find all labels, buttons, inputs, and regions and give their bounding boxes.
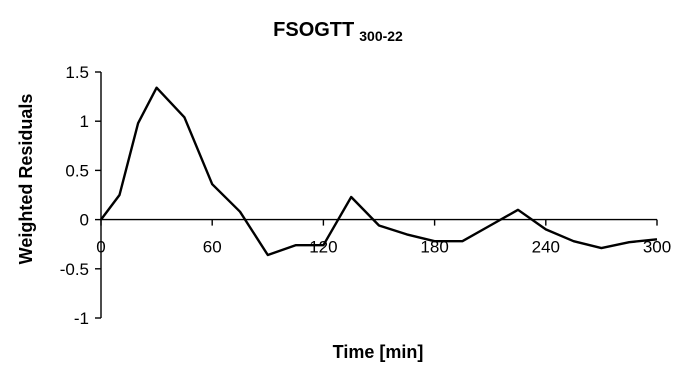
y-tick-label: -0.5	[60, 260, 89, 279]
x-tick-labels: 0 60 120 180 240 300	[96, 238, 671, 257]
series-group	[100, 86, 658, 257]
y-tick-label: 0.5	[65, 161, 89, 180]
chart-title-subscript: 300-22	[359, 28, 403, 44]
y-tick-label: 0	[80, 211, 89, 230]
series-line	[100, 86, 658, 257]
x-tick-label: 60	[203, 238, 222, 257]
y-axis-label: Weighted Residuals	[16, 94, 36, 265]
chart-title-main: FSOGTT	[273, 19, 354, 41]
y-tick-label: -1	[74, 309, 89, 328]
y-tick-label: 1.5	[65, 63, 89, 82]
x-tick-label: 120	[309, 238, 337, 257]
x-tick-label: 0	[96, 238, 105, 257]
x-tick-label: 300	[643, 238, 671, 257]
axes	[95, 71, 658, 319]
y-tick-labels: 1.5 1 0.5 0 -0.5 -1	[60, 63, 89, 328]
chart-title: FSOGTT 300-22	[273, 19, 403, 44]
y-tick-label: 1	[80, 112, 89, 131]
x-tick-label: 240	[532, 238, 560, 257]
x-axis-label: Time [min]	[333, 342, 424, 362]
